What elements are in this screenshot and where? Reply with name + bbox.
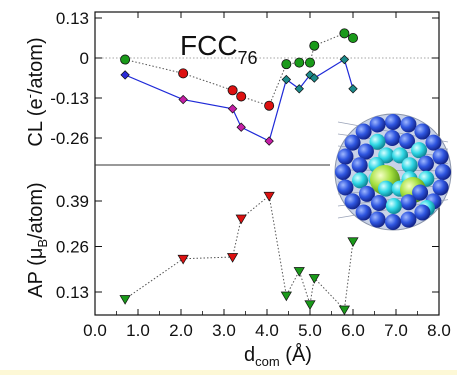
cl-diamond-point: [120, 70, 130, 80]
xtick-label: 3.0: [212, 321, 236, 340]
cl-diamond-point: [339, 54, 350, 65]
cl-diamond-point: [294, 84, 304, 94]
ap-triangle-point: [308, 274, 320, 284]
cluster-atom: [370, 194, 387, 211]
xtick-label: 7.0: [384, 321, 408, 340]
cluster-atom: [385, 197, 402, 214]
xtick-label: 1.0: [126, 321, 150, 340]
bottom-ytick-label: 0.13: [56, 283, 89, 302]
cluster-atom: [411, 142, 428, 159]
top-ytick-label: 0.13: [56, 9, 89, 28]
cluster-atom: [378, 147, 395, 164]
cluster-atom: [385, 214, 401, 230]
cl-circle-point: [178, 68, 189, 79]
ap-triangle-point: [177, 254, 189, 265]
xtick-label: 5.0: [298, 321, 322, 340]
cluster-atom: [355, 204, 372, 221]
top-ytick-label: -0.13: [50, 89, 89, 108]
cluster-atom: [357, 143, 374, 160]
cl-circle-point: [227, 85, 238, 96]
ap-triangle-point: [226, 253, 239, 263]
ap-triangle-point: [293, 267, 305, 277]
bottom-ytick-label: 0.26: [56, 238, 89, 257]
cluster-atom: [435, 164, 451, 180]
xtick-label: 8.0: [427, 321, 451, 340]
cluster-atom: [337, 148, 354, 165]
cl-circle-point: [339, 28, 350, 39]
cl-diamond-point: [227, 104, 238, 114]
cl-circle-point: [236, 91, 247, 102]
ap-triangle-point: [119, 295, 131, 305]
cl-circle-point: [347, 33, 358, 44]
xtick-label: 0.0: [83, 321, 107, 340]
cluster-atom: [401, 157, 418, 174]
cl-diamond-point: [264, 136, 274, 146]
cluster-atom: [392, 147, 409, 164]
cluster-atom: [432, 179, 449, 196]
cluster-atom: [351, 157, 368, 174]
cluster-atom: [344, 193, 361, 210]
xtick-label: 6.0: [341, 321, 365, 340]
cluster-atom: [414, 204, 431, 221]
cluster-atom: [355, 123, 372, 140]
cl-circle-point: [264, 100, 275, 111]
top-ytick-label: -0.26: [50, 129, 89, 148]
nanoparticle-illustration: [334, 113, 452, 231]
chart-title-main: FCC: [180, 30, 238, 61]
cluster-atom: [412, 184, 429, 201]
cluster-atom: [358, 185, 375, 202]
cl-diamond-point: [178, 94, 188, 105]
chart-title-subscript: 76: [238, 48, 258, 68]
cluster-atom: [344, 134, 361, 151]
cluster-atom: [384, 130, 401, 147]
ap-triangle-point: [338, 305, 351, 316]
cl-circle-point: [294, 57, 305, 68]
cluster-atom: [369, 116, 386, 133]
cluster-atom: [377, 180, 394, 197]
cl-circle-point: [281, 59, 292, 70]
cluster-atom: [432, 148, 449, 165]
cluster-atom: [417, 155, 434, 172]
cluster-atom: [414, 123, 431, 140]
cluster-atom: [337, 179, 354, 196]
bottom-ylabel: AP (μB/atom): [25, 182, 50, 297]
ap-triangle-point: [304, 300, 316, 310]
xlabel: dcom (Å): [244, 343, 312, 369]
cluster-atom: [369, 211, 386, 228]
ap-triangle-series-line: [124, 194, 354, 311]
cl-diamond-point: [281, 74, 292, 85]
top-ylabel: CL (e-/atom): [22, 37, 47, 146]
cluster-atom: [399, 133, 416, 150]
cluster-atom: [425, 134, 442, 151]
ap-triangle-point: [235, 214, 247, 225]
cl-diamond-point: [236, 122, 246, 132]
ap-triangle-point: [347, 237, 359, 247]
cl-circle-point: [304, 57, 315, 68]
cl-circle-point: [309, 40, 320, 51]
ap-triangle-point: [280, 291, 292, 302]
cl-circle-point: [120, 54, 131, 65]
cluster-atom: [400, 194, 417, 211]
cl-diamond-point: [309, 73, 319, 83]
cluster-atom: [400, 211, 417, 228]
cluster-atom: [335, 164, 351, 180]
cluster-atom: [369, 133, 386, 150]
chart-title: FCC76: [180, 30, 258, 68]
cluster-atom: [400, 116, 417, 133]
cl-diamond-point: [348, 84, 358, 94]
cluster-atom: [352, 172, 369, 189]
ap-triangle-point: [263, 191, 275, 202]
xtick-label: 2.0: [169, 321, 193, 340]
bottom-ytick-label: 0.39: [56, 192, 89, 211]
cluster-atom: [385, 114, 401, 130]
top-ytick-label: 0: [80, 49, 89, 68]
xtick-label: 4.0: [255, 321, 279, 340]
